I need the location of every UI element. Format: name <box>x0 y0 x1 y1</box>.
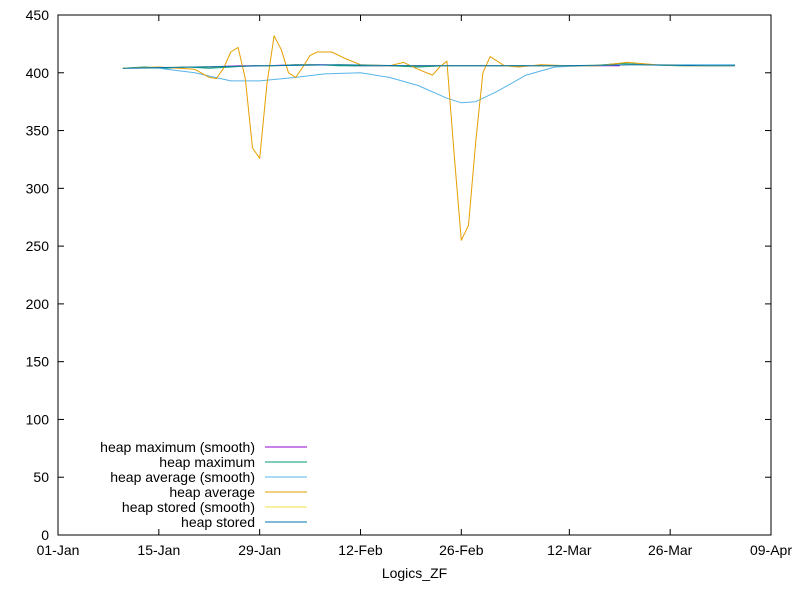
plot-frame <box>57 14 772 536</box>
y-tick-label: 400 <box>26 65 50 81</box>
y-axis-ticks: 0 50 100 150 200 250 300 350 400 450 <box>26 7 771 543</box>
y-tick-label: 450 <box>26 7 50 23</box>
y-tick-label: 0 <box>41 527 49 543</box>
x-tick-label: 12-Mar <box>547 542 592 558</box>
legend-entry-label: heap maximum <box>159 454 255 470</box>
y-tick-label: 250 <box>26 238 50 254</box>
x-tick-label: 01-Jan <box>37 542 80 558</box>
legend-entry-label: heap average (smooth) <box>110 469 255 485</box>
x-tick-label: 29-Jan <box>238 542 281 558</box>
x-tick-label: 09-Apr <box>750 542 792 558</box>
y-tick-label: 200 <box>26 296 50 312</box>
x-axis-label: Logics_ZF <box>382 565 447 581</box>
plot-lines <box>122 35 735 241</box>
y-tick-label: 100 <box>26 411 50 427</box>
x-axis-ticks: 01-Jan 15-Jan 29-Jan 12-Feb 26-Feb 12-Mar 26-M… <box>37 15 792 558</box>
x-tick-label: 12-Feb <box>338 542 383 558</box>
legend-entry-label: heap maximum (smooth) <box>100 439 255 455</box>
y-tick-label: 350 <box>26 123 50 139</box>
legend-entry-label: heap average <box>169 484 255 500</box>
legend-entry-label: heap stored <box>181 514 255 530</box>
x-tick-label: 26-Mar <box>648 542 693 558</box>
x-tick-label: 26-Feb <box>439 542 484 558</box>
x-tick-label: 15-Jan <box>137 542 180 558</box>
y-tick-label: 50 <box>33 469 49 485</box>
y-tick-label: 150 <box>26 354 50 370</box>
legend-entry-label: heap stored (smooth) <box>122 499 255 515</box>
series-line-heap-stored <box>122 64 735 69</box>
y-tick-label: 300 <box>26 180 50 196</box>
